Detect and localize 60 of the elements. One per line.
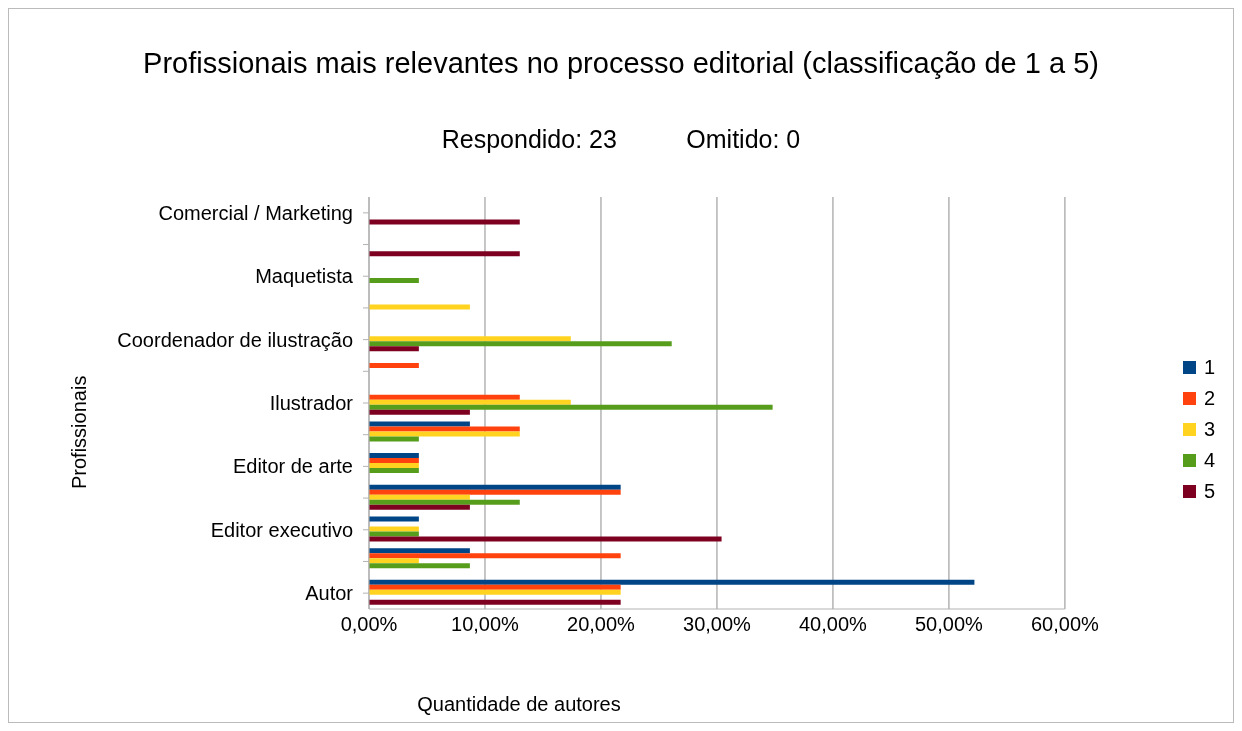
legend-label: 3 xyxy=(1203,417,1215,441)
bar xyxy=(369,579,975,585)
x-tick-label: 30,00% xyxy=(683,613,752,636)
x-tick-label: 20,00% xyxy=(567,613,636,636)
bar xyxy=(369,526,419,532)
x-tick-label: 60,00% xyxy=(1030,613,1099,636)
x-tick-label: 0,00% xyxy=(340,613,398,636)
bar xyxy=(369,421,470,427)
y-tick-label: Ilustrador xyxy=(269,392,354,414)
bar xyxy=(369,584,621,590)
bar xyxy=(369,304,470,310)
bar xyxy=(369,341,672,347)
bar xyxy=(369,251,520,257)
bar xyxy=(369,484,621,490)
bar xyxy=(369,553,621,559)
y-tick-label: Autor xyxy=(305,582,354,605)
x-tick-label: 40,00% xyxy=(798,613,868,636)
y-tick-label: Coordenador de ilustração xyxy=(117,328,353,351)
bar xyxy=(369,599,621,605)
bar xyxy=(369,558,419,564)
bar xyxy=(369,394,520,400)
bar xyxy=(369,453,419,459)
bar xyxy=(369,458,419,464)
x-tick-label: 10,00% xyxy=(451,613,520,636)
bar xyxy=(369,489,621,495)
bar xyxy=(369,404,773,410)
bar xyxy=(369,399,571,405)
legend-label: 2 xyxy=(1203,386,1215,410)
chart-subtitle: Respondido: 23 Omitido: 0 xyxy=(440,125,802,154)
bar xyxy=(369,589,621,595)
x-axis-title: Quantidade de autores xyxy=(416,693,622,716)
y-tick-label: Editor de arte xyxy=(232,455,353,478)
y-tick-label: Comercial / Marketing xyxy=(158,201,353,224)
y-tick-label: Maquetista xyxy=(255,265,354,288)
bar xyxy=(369,468,419,474)
bar xyxy=(369,219,520,225)
legend-label: 1 xyxy=(1203,355,1215,379)
bar xyxy=(369,346,419,352)
chart-title: Profissionais mais relevantes no processo editorial (classificação de 1 a 5) xyxy=(142,47,1100,80)
bar xyxy=(369,499,520,505)
bar xyxy=(369,277,419,283)
bar xyxy=(369,426,520,432)
bar xyxy=(369,431,520,437)
bar xyxy=(369,536,722,542)
x-tick-label: 50,00% xyxy=(914,613,984,636)
bar xyxy=(369,363,419,368)
legend-label: 4 xyxy=(1203,448,1215,472)
y-tick-label: Editor executivo xyxy=(210,518,353,541)
bar xyxy=(369,563,470,569)
y-axis-title: Profissionais xyxy=(67,375,91,489)
bar xyxy=(369,463,419,469)
bar xyxy=(369,409,470,415)
bar xyxy=(369,504,470,510)
bar xyxy=(369,548,470,554)
legend-label: 5 xyxy=(1203,479,1215,503)
bar xyxy=(369,436,419,442)
bar xyxy=(369,494,470,500)
bar xyxy=(369,531,419,537)
bar xyxy=(369,336,571,342)
bar xyxy=(369,516,419,522)
